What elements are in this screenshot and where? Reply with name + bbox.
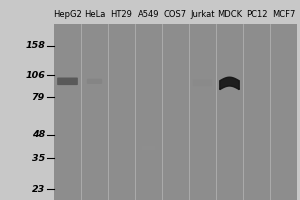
Text: MDCK: MDCK: [217, 10, 242, 19]
Text: 35: 35: [32, 154, 45, 163]
Text: 48: 48: [32, 130, 45, 139]
Text: PC12: PC12: [246, 10, 267, 19]
FancyBboxPatch shape: [142, 146, 155, 150]
Bar: [54, 24, 81, 200]
Text: COS7: COS7: [164, 10, 187, 19]
Bar: [81, 24, 108, 200]
FancyBboxPatch shape: [193, 79, 212, 86]
Text: 79: 79: [32, 93, 45, 102]
Polygon shape: [220, 77, 239, 90]
FancyBboxPatch shape: [87, 79, 102, 84]
Text: 106: 106: [25, 71, 45, 80]
Bar: [162, 24, 189, 200]
FancyBboxPatch shape: [57, 78, 78, 85]
Text: MCF7: MCF7: [272, 10, 295, 19]
Bar: [270, 24, 297, 200]
Bar: [243, 24, 270, 200]
Text: HT29: HT29: [111, 10, 132, 19]
Text: A549: A549: [138, 10, 159, 19]
Text: 158: 158: [25, 41, 45, 50]
Bar: [189, 24, 216, 200]
Text: 23: 23: [32, 185, 45, 194]
Bar: [135, 24, 162, 200]
Bar: [216, 24, 243, 200]
Bar: [108, 24, 135, 200]
Text: HeLa: HeLa: [84, 10, 105, 19]
Text: Jurkat: Jurkat: [190, 10, 215, 19]
Text: HepG2: HepG2: [53, 10, 82, 19]
